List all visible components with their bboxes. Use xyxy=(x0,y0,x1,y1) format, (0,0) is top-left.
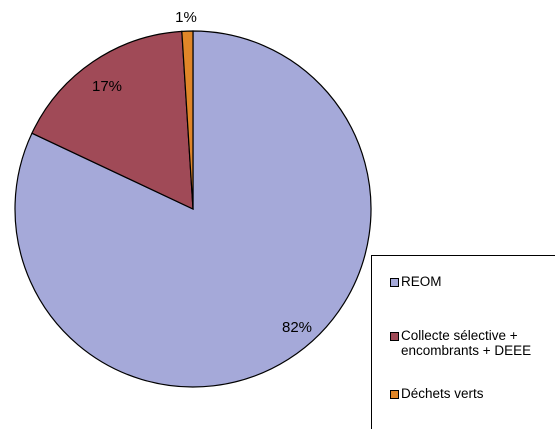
legend-swatch-reom xyxy=(390,278,399,287)
legend-label-collecte: Collecte sélective + encombrants + DEEE xyxy=(401,328,532,358)
pie-slice-collecte xyxy=(31,30,194,210)
legend-item-reom: REOM xyxy=(390,274,442,289)
legend-item-collecte: Collecte sélective + encombrants + DEEE xyxy=(390,328,531,358)
pie-slice-dechets-verts xyxy=(181,30,194,210)
pie-slice-reom xyxy=(14,30,372,388)
legend: REOM Collecte sélective + encombrants + … xyxy=(371,255,555,429)
legend-label-reom: REOM xyxy=(401,274,442,289)
pie-slices xyxy=(14,30,372,388)
data-label-collecte: 17% xyxy=(92,78,122,95)
legend-swatch-collecte xyxy=(390,332,399,341)
data-label-reom: 82% xyxy=(282,319,312,336)
legend-label-dechets-verts: Déchets verts xyxy=(401,386,484,401)
legend-swatch-dechets-verts xyxy=(390,390,399,399)
data-label-dechets-verts: 1% xyxy=(175,9,197,26)
slice-labels: 82% 17% 1% xyxy=(92,9,312,336)
legend-item-dechets-verts: Déchets verts xyxy=(390,386,484,401)
